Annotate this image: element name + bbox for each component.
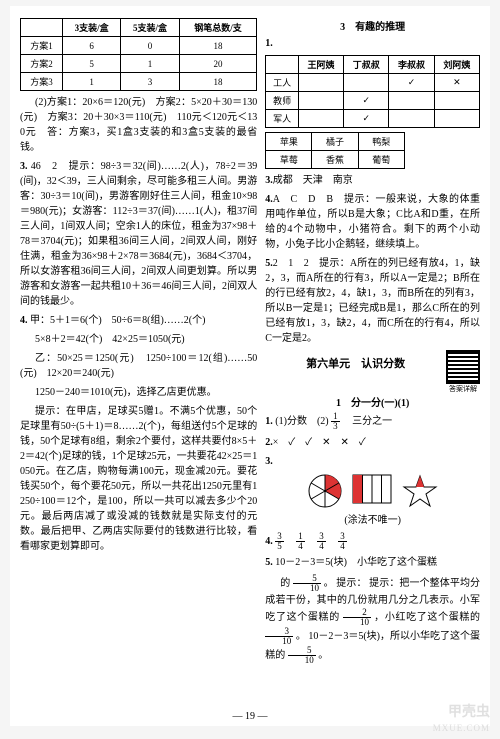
q-num: 1.	[265, 38, 273, 49]
qr-icon	[446, 350, 480, 384]
star-shape-icon	[402, 474, 438, 510]
r-q5: 5.2 1 2 提示：A所在的列已经有放4，1，缺2，3，而A所在的行有3，所以…	[265, 256, 480, 346]
rect-shape-icon	[352, 474, 392, 504]
r-q4: 4.A C D B 提示：一般来说，大象的体重用吨作单位，所以B是大象；C比A和…	[265, 192, 480, 252]
fraction-1-3: 13	[331, 412, 340, 431]
r-q1: 1.	[265, 36, 480, 51]
rr-q4: 4. 35 14 34 34	[265, 532, 480, 551]
table-row: 教师✓	[266, 92, 480, 110]
q-num: 3.	[20, 161, 28, 172]
plan-table: 3支装/盒 5支装/盒 钢笔总数/支 方案16018 方案25120 方案313…	[20, 18, 257, 91]
q4-l2: 5×8＋2＝42(个) 42×25＝1050(元)	[20, 332, 257, 347]
table-row: 方案25120	[21, 55, 257, 73]
right-section-head: 3 有趣的推理	[265, 18, 480, 33]
rr-q2: 2.× ✓ ✓ ✕ ✕ ✓	[265, 435, 480, 450]
rr-q5-frac: 的 510 。 提示： 提示：把一个整体平均分成若干份，其中的几份就用几分之几表…	[265, 574, 480, 665]
q4-text: 4. 甲：5＋1＝6(个) 50÷6＝8(组)……2(个)	[20, 313, 257, 328]
watermark: 甲壳虫	[448, 701, 490, 721]
page-number: — 19 —	[10, 711, 490, 722]
th: 3支装/盒	[62, 19, 120, 37]
rr-q3: 3.	[265, 454, 480, 469]
th: 5支装/盒	[121, 19, 179, 37]
rr-q5: 5. 10－2－3＝5(块) 小华吃了这个蛋糕	[265, 555, 480, 570]
shapes-note: (涂法不唯一)	[265, 513, 480, 528]
table-row: 方案31318	[21, 73, 257, 91]
table-row: 工人✓✕	[266, 74, 480, 92]
circle-shape-icon	[308, 474, 342, 508]
q4-hint: 提示：在甲店，足球买5赠1。不满5个优惠，50个足球里有50÷(5＋1)＝8………	[20, 404, 257, 554]
table-row: 军人✓	[266, 110, 480, 128]
th: 钢笔总数/支	[179, 19, 257, 37]
right-column: 3 有趣的推理 1. 王阿姨 丁叔叔 李叔叔 刘阿姨 工人✓✕ 教师✓ 军人✓ …	[265, 18, 480, 714]
th	[21, 19, 63, 37]
q4-l3: 乙：50×25＝1250(元) 1250÷100＝12(组)……50(元) 12…	[20, 351, 257, 381]
unit-title-row: 答案详解 第六单元 认识分数	[265, 350, 480, 394]
table-row: 方案16018	[21, 37, 257, 55]
q-num: 4.	[20, 315, 28, 326]
sub-title: 1 分一分(一)(1)	[265, 394, 480, 409]
watermark-url: MXUE.COM	[433, 723, 490, 733]
left-column: 3支装/盒 5支装/盒 钢笔总数/支 方案16018 方案25120 方案313…	[20, 18, 257, 714]
q3-body: 46 2 提示：98÷3＝32(间)……2(人)，78÷2＝39(间)，32＜3…	[20, 161, 257, 307]
fruit-table: 苹果橘子鸭梨 草莓香蕉葡萄	[265, 132, 405, 169]
person-table: 王阿姨 丁叔叔 李叔叔 刘阿姨 工人✓✕ 教师✓ 军人✓	[265, 55, 480, 128]
shapes-row	[265, 474, 480, 510]
rr-q1: 1. (1)分数 (2) 13 三分之一	[265, 412, 480, 431]
q2-text: (2)方案1：20×6＝120(元) 方案2：5×20＋30＝130(元) 方案…	[20, 95, 257, 155]
q4-l4: 1250－240＝1010(元)，选择乙店更优惠。	[20, 385, 257, 400]
q3-text: 3. 46 2 提示：98÷3＝32(间)……2(人)，78÷2＝39(间)，3…	[20, 159, 257, 309]
r-q3: 3.成都 天津 南京	[265, 173, 480, 188]
